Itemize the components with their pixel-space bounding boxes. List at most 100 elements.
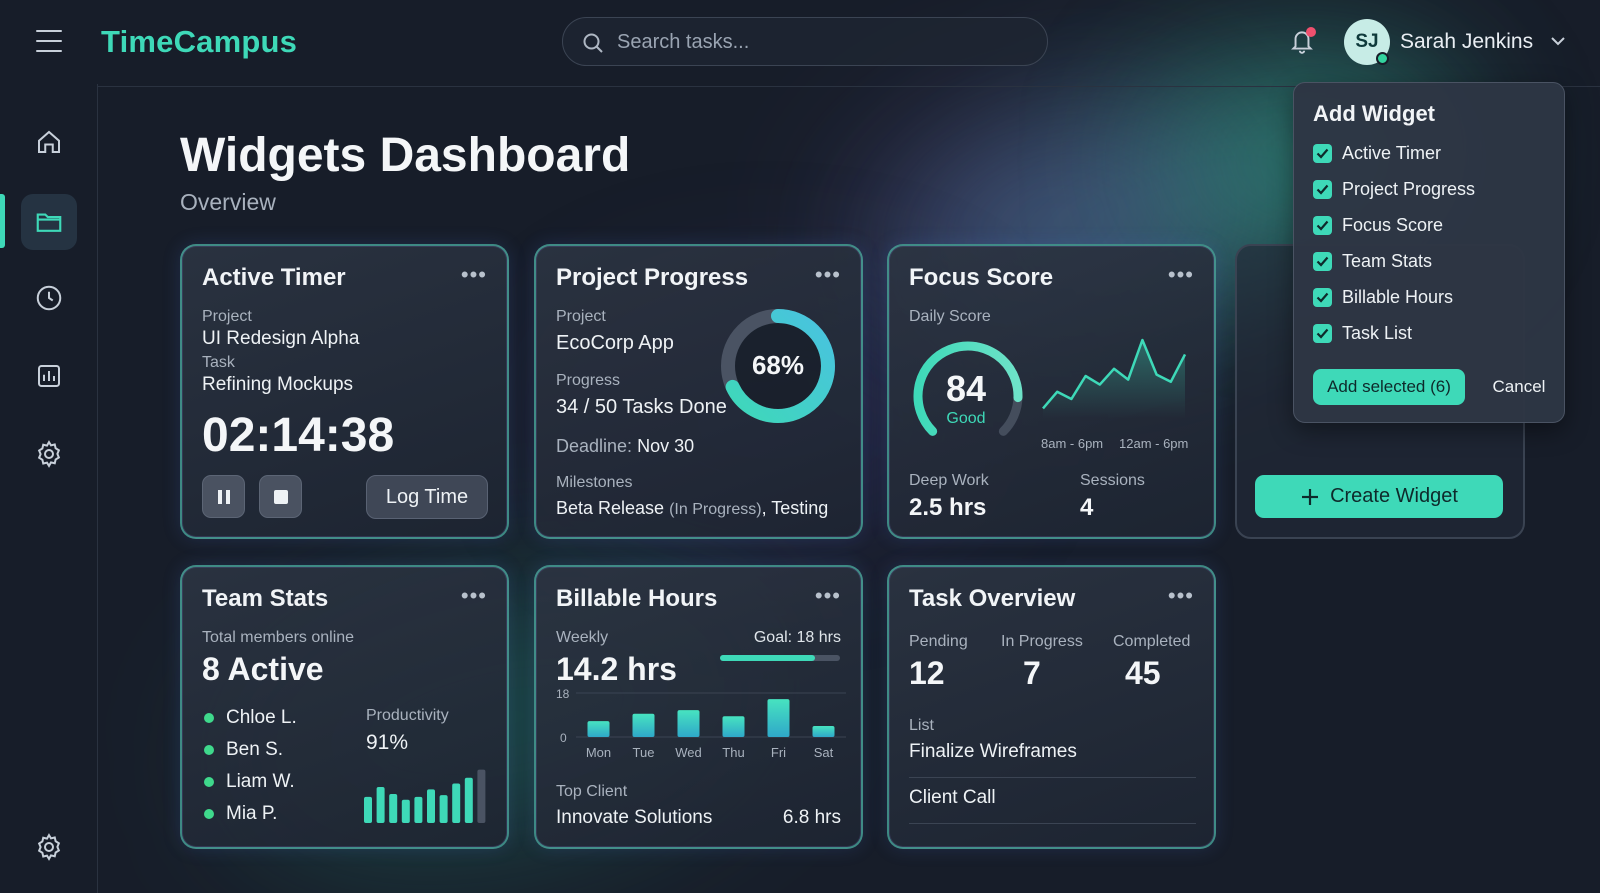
- progress-ring: [721, 309, 835, 423]
- sidebar-item-settings[interactable]: [21, 426, 77, 482]
- checkbox-checked-icon[interactable]: [1313, 179, 1332, 199]
- focus-trend-line: [1042, 338, 1187, 410]
- progress-percent: 68%: [751, 350, 805, 380]
- billable-bar: [767, 699, 790, 737]
- team-member[interactable]: Mia P.: [204, 803, 277, 825]
- productivity-bar: [401, 799, 410, 823]
- card-title: Team Stats: [202, 585, 329, 612]
- progress-label: Progress: [556, 372, 621, 389]
- task-list-item[interactable]: Client Call: [909, 787, 996, 808]
- checkbox-checked-icon[interactable]: [1313, 251, 1332, 271]
- checkbox-checked-icon[interactable]: [1313, 215, 1332, 235]
- milestone-status: (In Progress): [669, 501, 762, 518]
- team-member[interactable]: Liam W.: [204, 771, 295, 793]
- billable-bar-chart: 18 0 Mon Tue Wed Thu Fri Sat: [556, 687, 846, 760]
- top-bar: TimeCampus SJ Sarah Jenkins: [0, 0, 1600, 84]
- notification-dot: [1306, 27, 1316, 37]
- project-progress-card: Project Progress ••• Project EcoCorp App…: [534, 244, 863, 539]
- page-title: Widgets Dashboard: [180, 129, 631, 182]
- pending-label: Pending: [909, 633, 968, 650]
- deep-work-label: Deep Work: [909, 472, 989, 489]
- x-tick-label: Sat: [814, 745, 834, 760]
- list-label: List: [909, 717, 934, 734]
- more-options-icon[interactable]: •••: [1167, 262, 1194, 287]
- milestones-label: Milestones: [556, 474, 633, 491]
- dropdown-title: Add Widget: [1313, 101, 1435, 126]
- log-time-button[interactable]: Log Time: [366, 475, 488, 519]
- task-overview-card: Task Overview ••• Pending 12 In Progress…: [887, 565, 1216, 849]
- daily-score-label: Daily Score: [909, 308, 991, 325]
- time-range-1: 8am - 6pm: [1041, 436, 1104, 451]
- focus-score-card: Focus Score ••• Daily Score 84 Good 8am …: [887, 244, 1216, 539]
- productivity-bar: [389, 794, 398, 823]
- team-member[interactable]: Chloe L.: [204, 707, 297, 729]
- focus-score-rating: Good: [946, 410, 986, 427]
- bell-icon[interactable]: [1289, 27, 1315, 55]
- weekly-label: Weekly: [556, 629, 609, 646]
- stop-button[interactable]: [259, 475, 302, 518]
- pause-button[interactable]: [202, 475, 245, 518]
- search-box[interactable]: [562, 17, 1048, 66]
- productivity-value: 91%: [366, 731, 409, 754]
- task-list-item[interactable]: Finalize Wireframes: [909, 741, 1077, 762]
- sidebar-item-projects[interactable]: [21, 194, 77, 250]
- x-tick-label: Thu: [722, 745, 744, 760]
- more-options-icon[interactable]: •••: [814, 583, 841, 608]
- page-subtitle: Overview: [180, 189, 276, 215]
- avatar[interactable]: SJ: [1344, 19, 1390, 65]
- x-tick-label: Mon: [586, 745, 611, 760]
- widget-option[interactable]: Team Stats: [1313, 249, 1432, 273]
- add-selected-button[interactable]: Add selected (6): [1313, 369, 1465, 405]
- progress-text: 34 / 50 Tasks Done: [556, 396, 727, 418]
- folder-icon: [36, 213, 62, 232]
- productivity-bar: [376, 787, 385, 823]
- hamburger-menu-icon[interactable]: [36, 30, 62, 52]
- productivity-bar: [477, 769, 486, 823]
- widget-option[interactable]: Task List: [1313, 321, 1412, 345]
- widget-option[interactable]: Focus Score: [1313, 213, 1443, 237]
- team-member[interactable]: Ben S.: [204, 739, 283, 761]
- checkbox-checked-icon[interactable]: [1313, 143, 1332, 163]
- card-title: Task Overview: [909, 585, 1076, 612]
- chevron-down-icon[interactable]: [1549, 34, 1567, 48]
- widget-option[interactable]: Billable Hours: [1313, 285, 1453, 309]
- widget-option-label: Team Stats: [1342, 250, 1433, 271]
- widget-option[interactable]: Project Progress: [1313, 177, 1475, 201]
- plus-icon: [1302, 488, 1319, 505]
- task-name: Refining Mockups: [202, 374, 354, 395]
- more-options-icon[interactable]: •••: [460, 583, 487, 608]
- gear-icon: [37, 440, 61, 468]
- sessions-label: Sessions: [1080, 472, 1145, 489]
- brand-logo[interactable]: TimeCampus: [101, 24, 298, 59]
- productivity-bar: [464, 777, 473, 823]
- search-input[interactable]: [617, 28, 1027, 56]
- milestone-name: Beta Release: [556, 498, 665, 518]
- milestone-separator: ,: [761, 498, 767, 518]
- online-status-dot: [1376, 52, 1389, 65]
- sidebar-item-time[interactable]: [21, 270, 77, 326]
- list-divider: [909, 777, 1196, 778]
- widget-option[interactable]: Active Timer: [1313, 141, 1441, 165]
- in-progress-label: In Progress: [1001, 633, 1083, 650]
- user-name[interactable]: Sarah Jenkins: [1400, 30, 1534, 53]
- checkbox-checked-icon[interactable]: [1313, 323, 1332, 343]
- cancel-button[interactable]: Cancel: [1484, 369, 1554, 405]
- more-options-icon[interactable]: •••: [1167, 583, 1194, 608]
- bar-chart-icon: [38, 365, 60, 387]
- sidebar-item-reports[interactable]: [21, 348, 77, 404]
- list-divider: [909, 823, 1196, 824]
- active-count: 8 Active: [202, 651, 324, 687]
- widget-option-label: Task List: [1342, 322, 1413, 343]
- checkbox-checked-icon[interactable]: [1313, 287, 1332, 307]
- sidebar-item-home[interactable]: [21, 114, 77, 170]
- billable-bar: [632, 713, 655, 737]
- more-options-icon[interactable]: •••: [814, 262, 841, 287]
- sidebar-item-bottom-settings[interactable]: [21, 819, 77, 875]
- widget-option-label: Billable Hours: [1342, 286, 1454, 307]
- card-title: Project Progress: [556, 264, 749, 291]
- more-options-icon[interactable]: •••: [460, 262, 487, 287]
- deadline: Deadline: Nov 30: [556, 436, 694, 457]
- focus-score-value: 84: [945, 368, 987, 409]
- x-tick-label: Wed: [675, 745, 702, 760]
- create-widget-button[interactable]: Create Widget: [1255, 475, 1503, 518]
